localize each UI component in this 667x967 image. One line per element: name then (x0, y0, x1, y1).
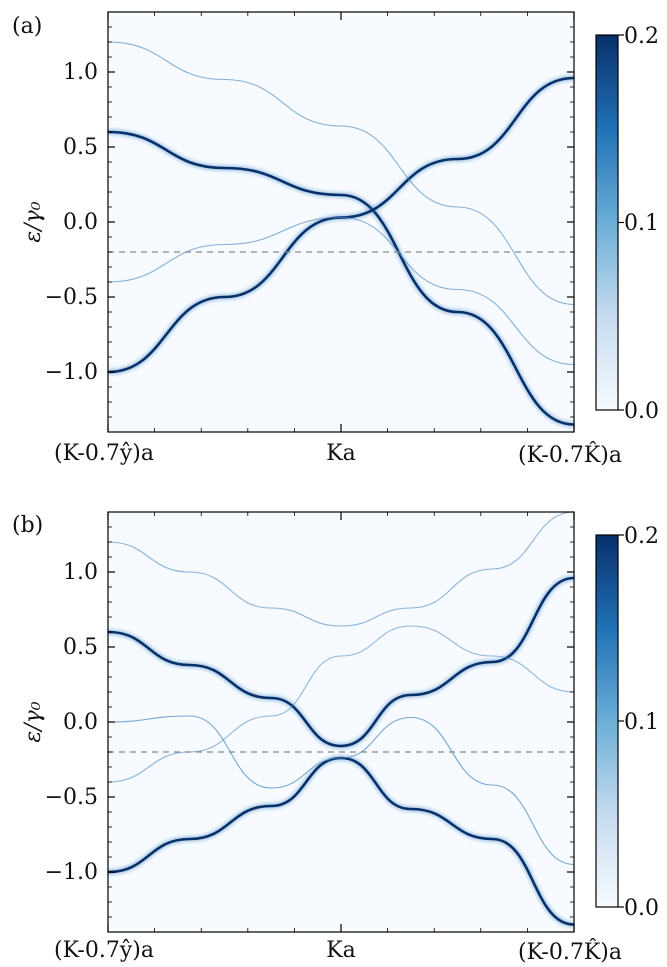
x-tick-center-b: Ka (326, 938, 356, 963)
band-0-0 (107, 130, 575, 426)
x-tick-right-a: (K-0.7K̂)a (518, 442, 622, 468)
y-ticks-a: −1.0 −0.5 0.0 0.5 1.0 (45, 11, 575, 433)
plot-area-b (108, 512, 574, 932)
y-tick-label-0-2: 0.0 (63, 210, 98, 235)
colorbar-tick-b-0: 0.0 (624, 896, 659, 921)
colorbar-tick-b-2: 0.2 (624, 524, 659, 549)
band-1-3 (107, 511, 575, 627)
colorbar-gradient-b (595, 534, 619, 908)
colorbar-gradient-a (595, 34, 619, 411)
y-tick-label-0-0: −1.0 (45, 360, 98, 385)
y-axis-label-a: ε/γ₀ (21, 201, 46, 242)
panel-label-b: (b) (12, 513, 43, 538)
y-tick-label-0-3: 0.5 (63, 135, 98, 160)
colorbar-b: 0.0 0.1 0.2 (595, 524, 659, 921)
y-tick-label-0-1: −0.5 (45, 285, 98, 310)
plot-area-a (108, 12, 574, 432)
colorbar-tick-a-2: 0.2 (624, 24, 659, 49)
y-axis-label-b: ε/γ₀ (21, 701, 46, 742)
x-tick-right-b: (K-0.7K̂)a (518, 939, 622, 965)
panel-b: (b) −1.0−0.50.00.51.0 ε/γ₀ (K-0.7ŷ)a Ka … (12, 511, 659, 965)
colorbar-tick-a-0: 0.0 (624, 399, 659, 424)
band-0-2 (107, 41, 575, 306)
y-tick-label-1-1: −0.5 (45, 785, 98, 810)
x-tick-center-a: Ka (326, 441, 356, 466)
y-tick-label-1-3: 0.5 (63, 635, 98, 660)
colorbar-tick-b-1: 0.1 (624, 710, 659, 735)
y-tick-label-0-4: 1.0 (63, 60, 98, 85)
y-tick-label-1-0: −1.0 (45, 860, 98, 885)
y-tick-label-1-4: 1.0 (63, 560, 98, 585)
band-1-0 (107, 576, 575, 748)
y-ticks-b: −1.0 −0.5 0.0 0.5 1.0 (45, 511, 575, 933)
y-tick-label-1-2: 0.0 (63, 710, 98, 735)
x-tick-left-a: (K-0.7ŷ)a (54, 441, 154, 466)
x-tick-left-b: (K-0.7ŷ)a (54, 938, 154, 963)
colorbar-tick-a-1: 0.1 (624, 211, 659, 236)
panel-a: (a) −1.0−0.50.00.51.0 ε/γ₀ (K-0.7ŷ)a Ka … (12, 11, 659, 468)
colorbar-a: 0.0 0.1 0.2 (595, 24, 659, 424)
panel-label-a: (a) (12, 14, 42, 39)
band-1-2 (107, 715, 575, 866)
